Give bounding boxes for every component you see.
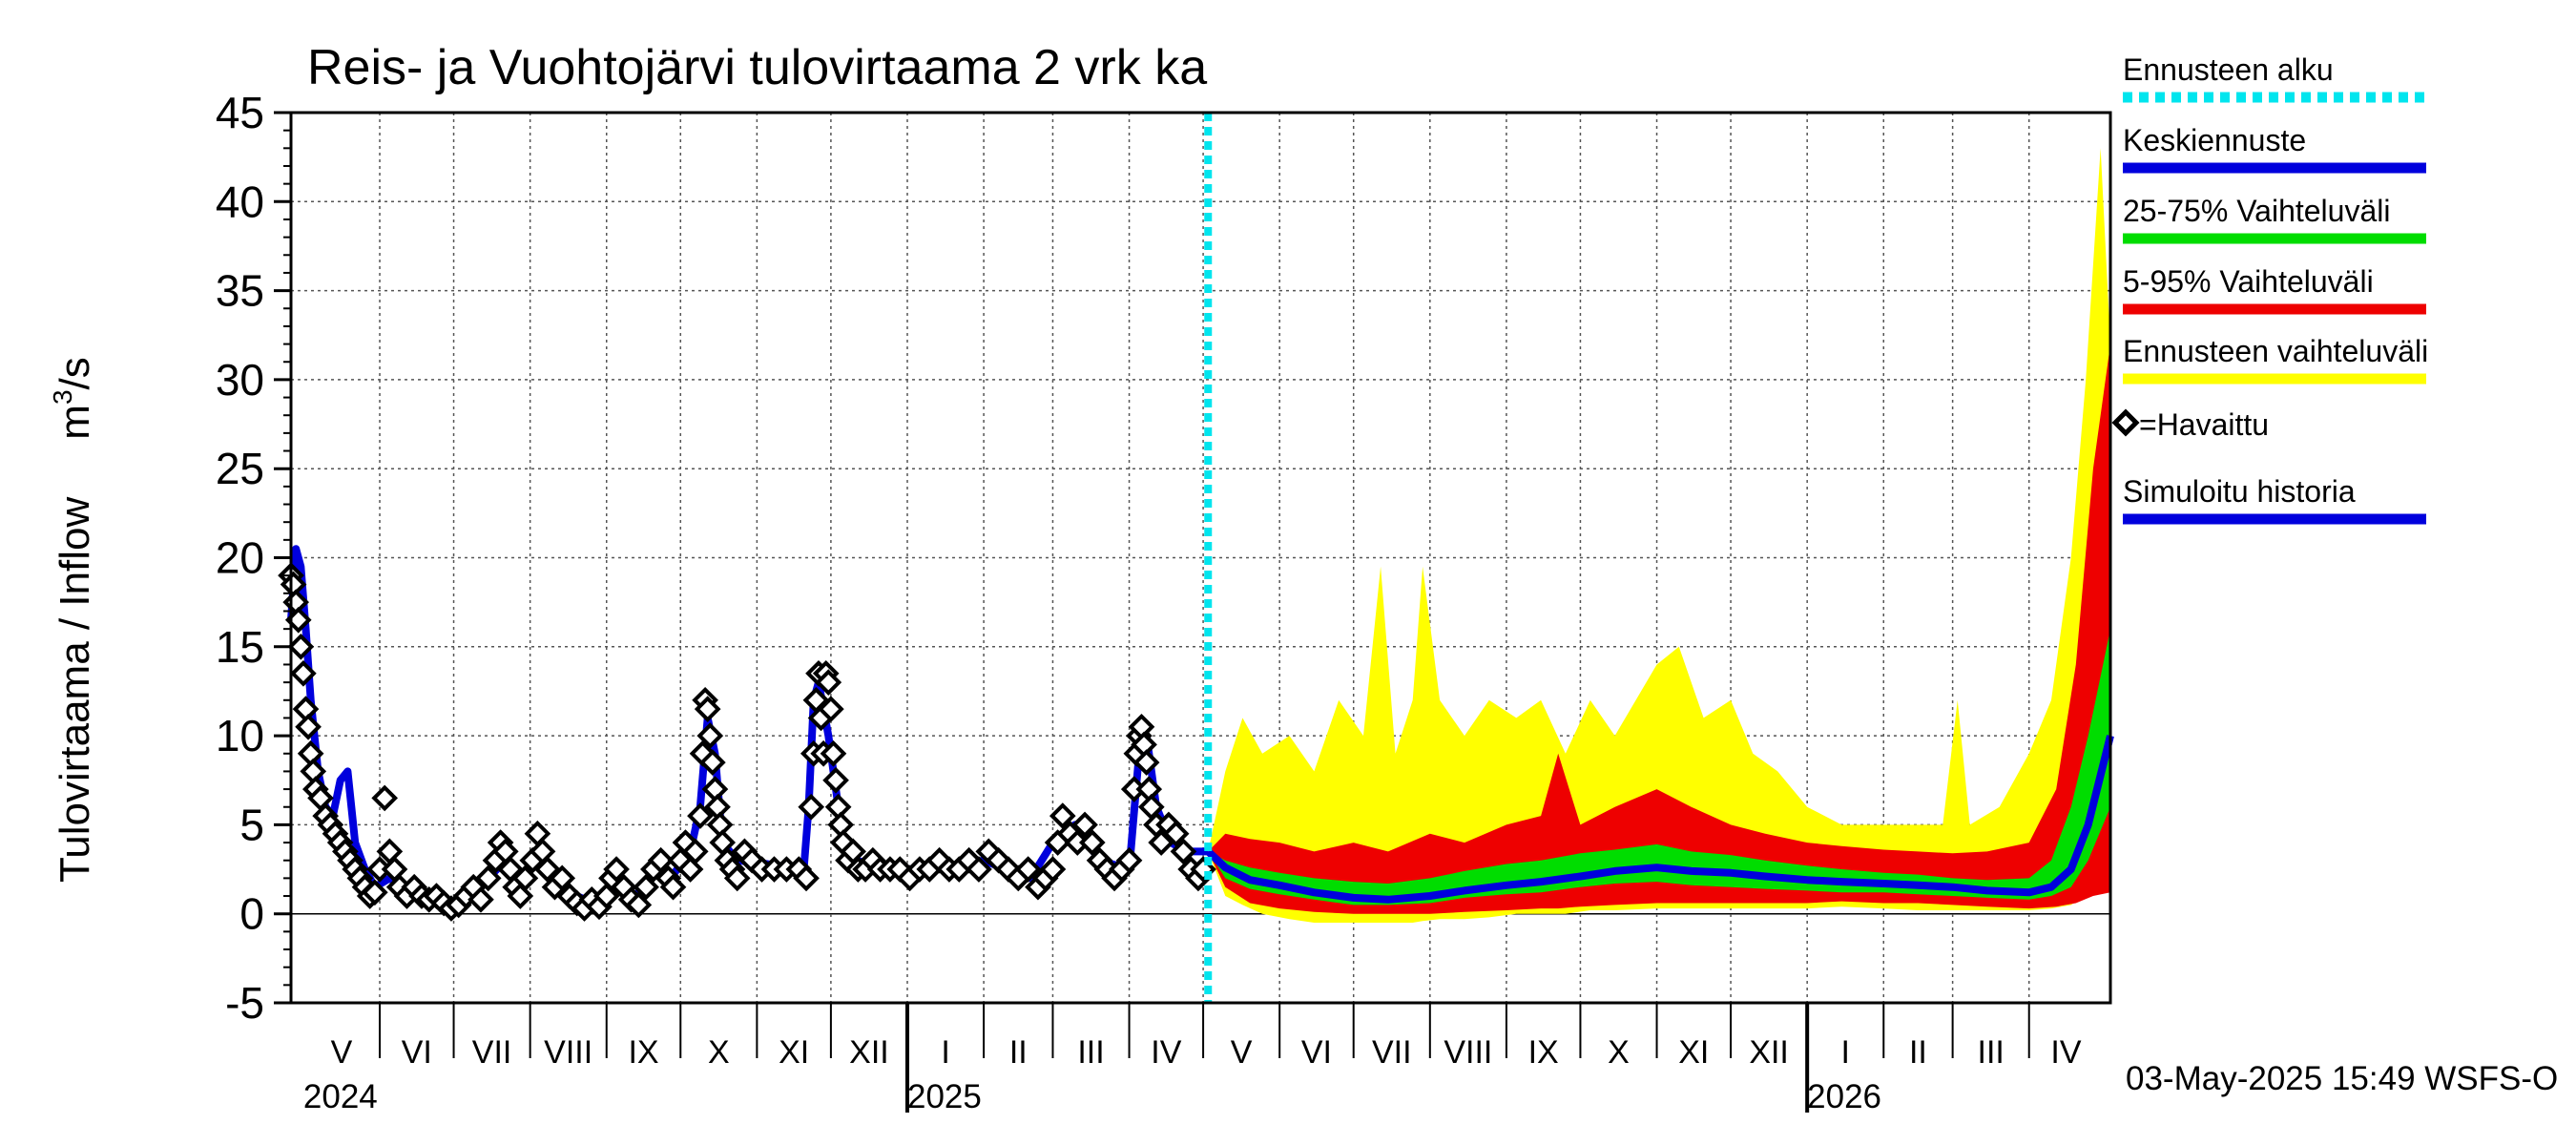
- y-tick-label: 0: [239, 889, 264, 939]
- observed-point: [371, 784, 399, 812]
- x-month-label: X: [708, 1034, 730, 1071]
- observed-point: [290, 659, 317, 687]
- band-5-95-vaihteluv-li: [1208, 344, 2110, 914]
- x-year-label: 2024: [303, 1078, 378, 1115]
- observed-point: [798, 793, 825, 821]
- observed-point: [633, 873, 659, 901]
- legend-label: Simuloitu historia: [2123, 474, 2356, 509]
- observed-point: [723, 864, 751, 892]
- x-month-label: XII: [1749, 1034, 1789, 1071]
- x-month-label: III: [1077, 1034, 1104, 1071]
- x-year-label: 2025: [907, 1078, 982, 1115]
- observed-point: [822, 766, 849, 794]
- y-tick-label: 45: [216, 88, 264, 137]
- legend: Ennusteen alku Keskiennuste 25-75% Vaihtel…: [2111, 52, 2428, 525]
- observed-markers: [278, 562, 1216, 922]
- y-tick-label: -5: [225, 978, 264, 1028]
- legend-label: Keskiennuste: [2123, 123, 2306, 157]
- x-month-label: VII: [1372, 1034, 1412, 1071]
- observed-point: [820, 739, 847, 767]
- x-month-label: XII: [849, 1034, 889, 1071]
- y-tick-label: 5: [239, 800, 264, 849]
- x-month-label: VI: [402, 1034, 432, 1071]
- x-month-label: I: [941, 1034, 949, 1071]
- observed-point: [647, 846, 675, 874]
- observed-point: [533, 856, 561, 883]
- x-month-label: X: [1608, 1034, 1630, 1071]
- x-month-label: IV: [1151, 1034, 1181, 1071]
- series-keskiennuste: [1205, 735, 2114, 904]
- observed-point: [1148, 829, 1174, 856]
- y-axis: -5 0 5 10 15 20 25 30 35 40 45: [216, 88, 291, 1028]
- observed-point: [625, 891, 653, 919]
- observed-point: [1039, 856, 1067, 883]
- observed-point: [966, 856, 992, 883]
- observed-point: [474, 864, 502, 892]
- observed-point: [1132, 749, 1160, 776]
- x-month-label: VI: [1301, 1034, 1332, 1071]
- forecast-bands: [1208, 148, 2110, 924]
- observed-point: [549, 864, 576, 892]
- x-month-label: II: [1909, 1034, 1927, 1071]
- x-month-label: II: [1009, 1034, 1028, 1071]
- observed-point: [1115, 846, 1143, 874]
- chart-title: Reis- ja Vuohtojärvi tulovirtaama 2 vrk …: [307, 40, 1207, 95]
- observed-point: [1170, 838, 1197, 865]
- observed-point: [699, 749, 726, 776]
- observed-point: [362, 879, 388, 906]
- y-tick-label: 35: [216, 266, 264, 316]
- observed-point: [815, 669, 842, 696]
- observed-point: [467, 885, 494, 913]
- observed-point: [681, 838, 709, 865]
- x-month-label: I: [1840, 1034, 1849, 1071]
- observed-point: [1049, 802, 1076, 829]
- band-ennusteen-vaihteluv-li: [1208, 148, 2110, 924]
- x-month-label: IV: [2050, 1034, 2081, 1071]
- observed-point: [793, 864, 820, 892]
- legend-label: 5-95% Vaihteluväli: [2123, 264, 2374, 299]
- legend-diamond-icon: [2111, 408, 2140, 437]
- timestamp: 03-May-2025 15:49 WSFS-O: [2126, 1060, 2558, 1097]
- y-tick-label: 10: [216, 711, 264, 760]
- observed-point: [696, 722, 724, 749]
- observed-point: [694, 696, 721, 722]
- x-year-label: 2026: [1807, 1078, 1881, 1115]
- observed-point: [1014, 856, 1042, 883]
- observed-point: [511, 864, 539, 892]
- x-month-label: V: [1231, 1034, 1253, 1071]
- observed-point: [1078, 829, 1106, 856]
- y-tick-label: 20: [216, 533, 264, 583]
- observed-point: [1162, 820, 1190, 847]
- x-month-label: IX: [1528, 1034, 1559, 1071]
- observed-point: [659, 873, 687, 901]
- legend-label: 25-75% Vaihteluväli: [2123, 194, 2390, 228]
- observed-point: [287, 633, 315, 660]
- x-month-label: V: [331, 1034, 353, 1071]
- x-axis: V VI VII VIII IX X XI XII I II III IV V VI VII VIII IX X X…: [303, 1003, 2082, 1115]
- x-month-label: XI: [1678, 1034, 1709, 1071]
- y-tick-label: 15: [216, 622, 264, 672]
- legend-label: Ennusteen alku: [2123, 52, 2334, 87]
- x-month-label: IX: [628, 1034, 658, 1071]
- x-month-label: III: [1978, 1034, 2005, 1071]
- observed-point: [818, 696, 844, 722]
- legend-label: =Havaittu: [2139, 407, 2269, 442]
- observed-point: [1071, 811, 1098, 839]
- y-tick-label: 25: [216, 444, 264, 493]
- y-tick-label: 30: [216, 355, 264, 405]
- y-tick-label: 40: [216, 177, 264, 226]
- observed-point: [687, 802, 714, 829]
- x-month-label: XI: [779, 1034, 809, 1071]
- x-month-label: VIII: [544, 1034, 592, 1071]
- y-axis-label: Tulovirtaama / Inflowm3/s: [48, 357, 98, 883]
- x-month-label: VII: [472, 1034, 512, 1071]
- observed-point: [295, 713, 322, 740]
- legend-label: Ennusteen vaihteluväli: [2123, 334, 2428, 368]
- observed-point: [603, 856, 630, 883]
- band-25-75-vaihteluv-li: [1208, 629, 2110, 906]
- x-month-label: VIII: [1444, 1034, 1492, 1071]
